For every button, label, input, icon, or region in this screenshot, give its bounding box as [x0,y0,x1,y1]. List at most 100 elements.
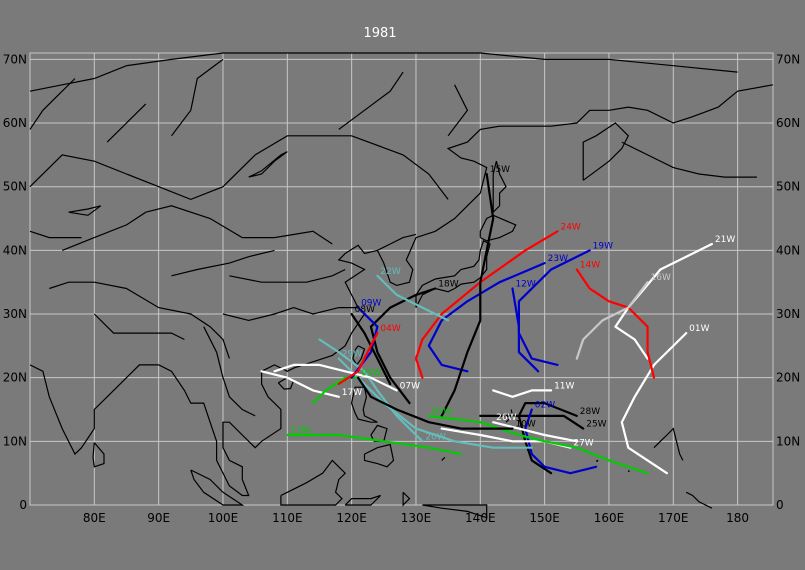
track-label-28w: 28W [580,407,600,417]
track-label-02w: 02W [535,401,555,411]
coastline-segment [61,205,333,251]
coastline-segment [29,135,449,201]
coastline-segment [479,214,517,242]
track-label-26w: 26W [496,413,516,423]
coastline-segment [93,313,185,341]
lat-label-left: 10N [3,434,27,448]
coastline-segment [29,84,774,497]
lat-label-left: 60N [3,116,27,130]
track-label-25w: 25W [586,420,606,430]
lon-label: 120E [336,511,367,525]
coastline-segment [92,442,105,468]
track-label-15w: 15W [490,165,510,175]
lat-label-left: 70N [3,52,27,66]
lat-label-right: 10N [776,434,800,448]
track-label-29w: 29W [342,350,362,360]
track-label-10w: 10W [515,420,535,430]
coastline-segment [248,151,288,178]
track-label-07w: 07W [400,381,420,391]
coastline-segment [350,386,378,423]
track-label-09w: 09W [361,299,381,309]
coastline-segment [363,443,395,468]
coastline-segment [621,141,757,178]
track-label-12w: 12W [515,280,535,290]
storm-tracks [260,172,714,475]
track-label-17w: 17W [342,388,362,398]
track-label-03w: 03W [432,407,452,417]
coastline-segment [402,491,411,507]
track-03w [427,414,649,475]
track-24w [414,230,559,379]
coastline-segment [422,504,488,519]
lon-label: 90E [147,511,170,525]
coastline-segment [338,71,404,130]
track-label-01w: 01W [689,324,709,334]
track-label-27w: 27W [573,439,593,449]
coastline-segment [68,205,102,216]
coastline-segment [190,469,245,506]
coastline-segment [171,58,224,137]
lon-label: 170E [658,511,689,525]
lon-label: 110E [272,511,303,525]
coastline-segment [377,233,417,251]
track-21w [614,242,714,360]
track-label-21w: 21W [715,235,735,245]
map-title: 1981 [363,26,396,41]
track-02w [524,408,598,475]
track-label-19w: 19W [593,241,613,251]
track-16w [575,281,649,360]
lon-label: 100E [208,511,239,525]
lat-label-right: 60N [776,116,800,130]
track-label-13w: 13W [290,426,310,436]
lat-label-left: 0 [19,498,27,512]
track-13w [286,433,463,456]
track-10w [357,376,514,430]
track-label-14w: 14W [580,260,600,270]
track-18w [369,287,437,405]
track-01w [620,332,688,475]
coastline-segment [203,326,256,417]
coastline-segment [49,281,230,359]
coastline-segment [29,52,738,92]
coastline-segment [277,377,295,390]
track-19w [517,249,591,366]
track-label-18w: 18W [438,280,458,290]
track-17w [260,370,340,398]
coastline-segment [582,122,630,181]
track-15w [440,172,495,417]
coastline-segment [627,470,630,473]
track-label-24w: 24W [560,222,580,232]
lat-label-left: 50N [3,180,27,194]
coastline-segment [280,459,347,506]
coastline-segment [29,78,76,130]
lat-label-right: 50N [776,180,800,194]
track-11w [492,389,553,398]
lon-label: 80E [83,511,106,525]
lon-label: 150E [529,511,560,525]
axis-ticks: 0 0 10N 10N 20N 20N 30N 30N 40N 40N 50N 50N 60N 60N 70… [3,52,801,525]
lat-label-left: 30N [3,307,27,321]
lat-label-right: 20N [776,371,800,385]
track-label-05w: 05W [361,369,381,379]
track-22w [376,274,450,322]
coastline-segment [447,84,469,137]
track-label-08w: 08W [355,305,375,315]
track-label-11w: 11W [554,381,574,391]
coastlines [29,52,774,519]
coastline-segment [685,491,713,509]
track-07w [273,363,398,392]
track-04w [337,332,379,386]
storm-labels: 01W 21W 14W 16W 24W 19W 12W 23W 15W 18W 28W 25W 11W 0… [290,165,735,449]
track-label-04w: 04W [380,324,400,334]
track-20w [318,338,424,443]
track-25w [479,414,585,430]
lat-label-right: 0 [776,498,784,512]
coastline-segment [441,456,446,461]
track-label-16w: 16W [651,273,671,283]
coastline-segment [171,249,275,277]
lat-label-right: 40N [776,243,800,257]
lon-label: 140E [465,511,496,525]
lat-label-right: 30N [776,307,800,321]
track-26w [492,421,578,443]
